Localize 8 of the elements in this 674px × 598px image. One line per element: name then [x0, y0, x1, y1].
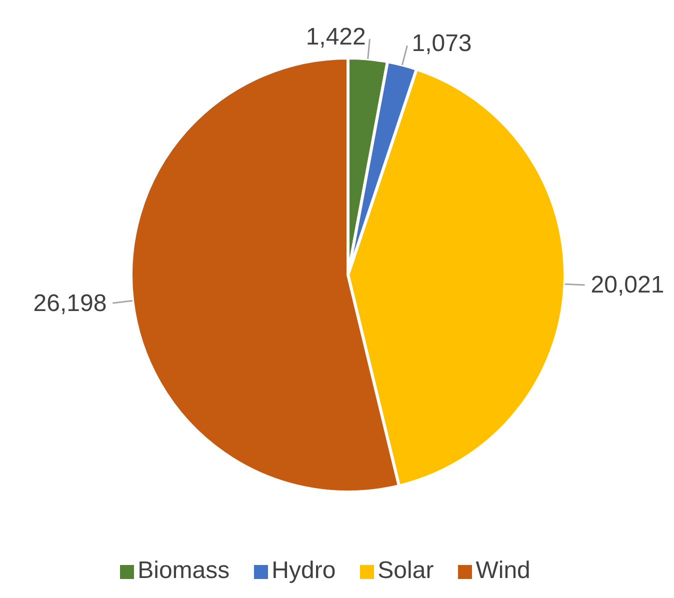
- data-label: 1,422: [306, 24, 366, 51]
- legend-label: Wind: [476, 557, 530, 584]
- data-label: 20,021: [590, 272, 664, 299]
- data-label: 1,073: [412, 30, 472, 58]
- legend-label: Biomass: [138, 557, 230, 584]
- data-label: 26,198: [33, 290, 107, 317]
- legend-label: Solar: [378, 557, 434, 584]
- legend-label: Hydro: [272, 557, 336, 584]
